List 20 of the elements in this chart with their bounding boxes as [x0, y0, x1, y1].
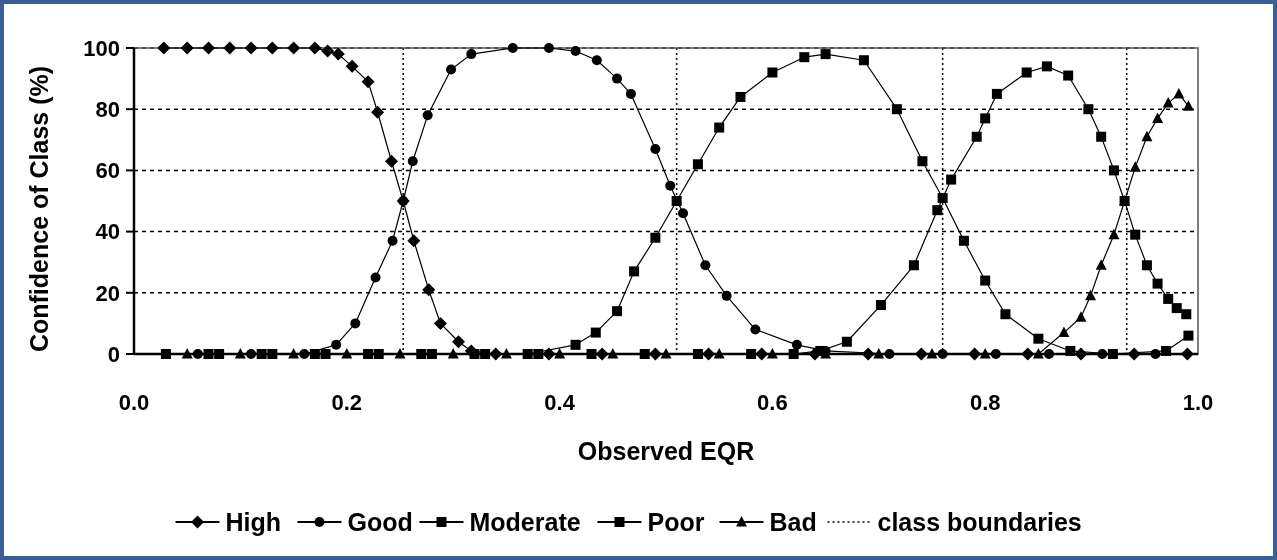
x-tick-label: 1.0: [1182, 390, 1214, 415]
x-tick-label: 0.2: [331, 390, 363, 415]
x-tick-label: 0.8: [969, 390, 1001, 415]
y-tick-label: 100: [83, 35, 120, 61]
x-tick-label: 0.6: [757, 390, 788, 415]
y-tick-label: 20: [95, 280, 120, 306]
y-tick-label: 40: [95, 219, 120, 245]
legend-label: High: [225, 507, 282, 536]
legend-label: class boundaries: [877, 507, 1082, 536]
x-axis-title: Observed EQR: [577, 437, 755, 465]
legend-label: Moderate: [469, 507, 581, 536]
y-tick-label: 0: [107, 341, 120, 367]
x-tick-label: 0.4: [544, 390, 576, 415]
legend-label: Bad: [769, 507, 817, 536]
x-tick-label: 0.0: [118, 390, 150, 415]
legend-label: Poor: [647, 507, 705, 536]
legend-label: Good: [347, 507, 413, 536]
y-tick-label: 80: [95, 96, 120, 122]
y-tick-label: 60: [95, 158, 120, 184]
y-axis-title: Confidence of Class (%): [25, 65, 53, 353]
